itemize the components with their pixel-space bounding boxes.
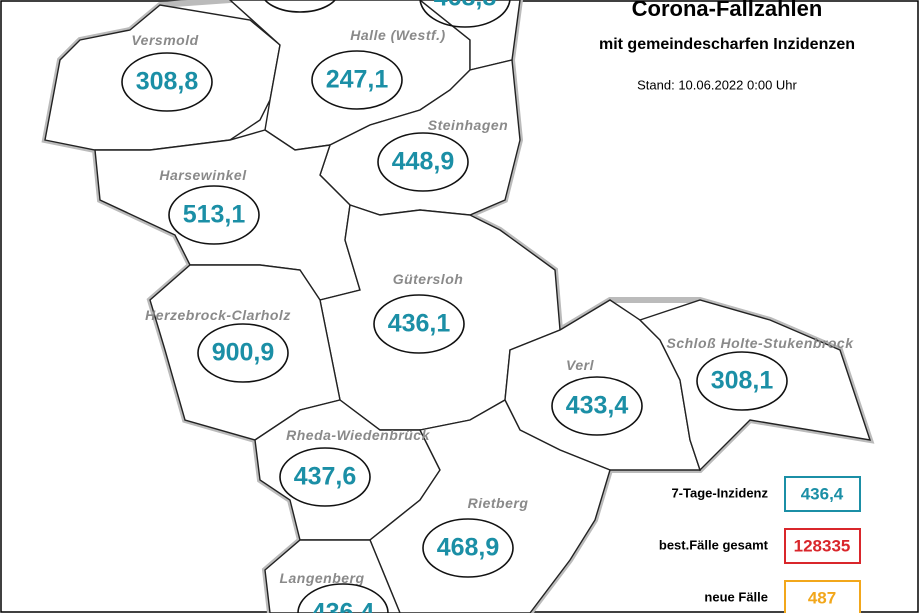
value-oval — [197, 323, 289, 383]
region-name: Rheda-Wiedenbrück — [286, 427, 430, 443]
summary-value: 487 — [808, 588, 836, 607]
region-shape — [264, 539, 401, 613]
value-oval — [373, 294, 465, 354]
region-value: 900,9 — [212, 339, 275, 367]
summary-box — [784, 528, 861, 564]
region-value: 448,9 — [392, 148, 455, 176]
value-oval — [377, 132, 469, 192]
region-value: 437,6 — [294, 463, 357, 491]
region-name: Schloß Holte-Stukenbrock — [666, 335, 854, 351]
region-value: 247,1 — [326, 66, 389, 94]
stand: Stand: 10.06.2022 0:00 Uhr — [637, 77, 797, 92]
summary-box — [784, 476, 861, 512]
region-value: 468,9 — [437, 534, 500, 562]
summary-label: neue Fälle — [704, 589, 768, 604]
region-name: Herzebrock-Clarholz — [145, 307, 291, 323]
region-name: Harsewinkel — [159, 167, 247, 183]
region-name: Gütersloh — [393, 271, 464, 287]
value-oval — [311, 50, 403, 110]
value-oval — [297, 583, 389, 613]
region-value: 436,4 — [312, 599, 375, 613]
summary-label: 7-Tage-Inzidenz — [671, 485, 768, 500]
summary-label: best.Fälle gesamt — [659, 537, 769, 552]
region-name: Rietberg — [468, 495, 529, 511]
summary-value: 436,4 — [801, 484, 844, 503]
region-value: 308,8 — [136, 68, 199, 96]
region-value: 513,1 — [183, 201, 246, 229]
value-oval — [279, 447, 371, 507]
region-shape — [44, 4, 281, 151]
value-oval — [419, 0, 511, 28]
region-shape — [369, 399, 611, 613]
region-value: 308,1 — [711, 367, 774, 395]
value-oval — [696, 351, 788, 411]
region-name: Verl — [566, 357, 595, 373]
subtitle: mit gemeindescharfen Inzidenzen — [599, 36, 855, 53]
title: Corona-Fallzahlen — [632, 0, 823, 21]
region-name: Halle (Westf.) — [350, 27, 445, 43]
region-name: Steinhagen — [428, 117, 508, 133]
region-name: Versmold — [131, 32, 198, 48]
value-oval — [168, 185, 260, 245]
region-value: 468,8 — [434, 0, 497, 12]
region-shape — [638, 299, 872, 472]
value-oval — [121, 52, 213, 112]
summary-value: 128335 — [794, 536, 851, 555]
value-oval — [264, 0, 336, 13]
region-name: Langenberg — [279, 570, 364, 586]
summary-box — [784, 580, 861, 613]
map-shapes — [41, 0, 875, 613]
region-value: 436,1 — [388, 310, 451, 338]
value-oval — [551, 376, 643, 436]
value-oval — [422, 518, 514, 578]
region-value: 433,4 — [566, 392, 629, 420]
